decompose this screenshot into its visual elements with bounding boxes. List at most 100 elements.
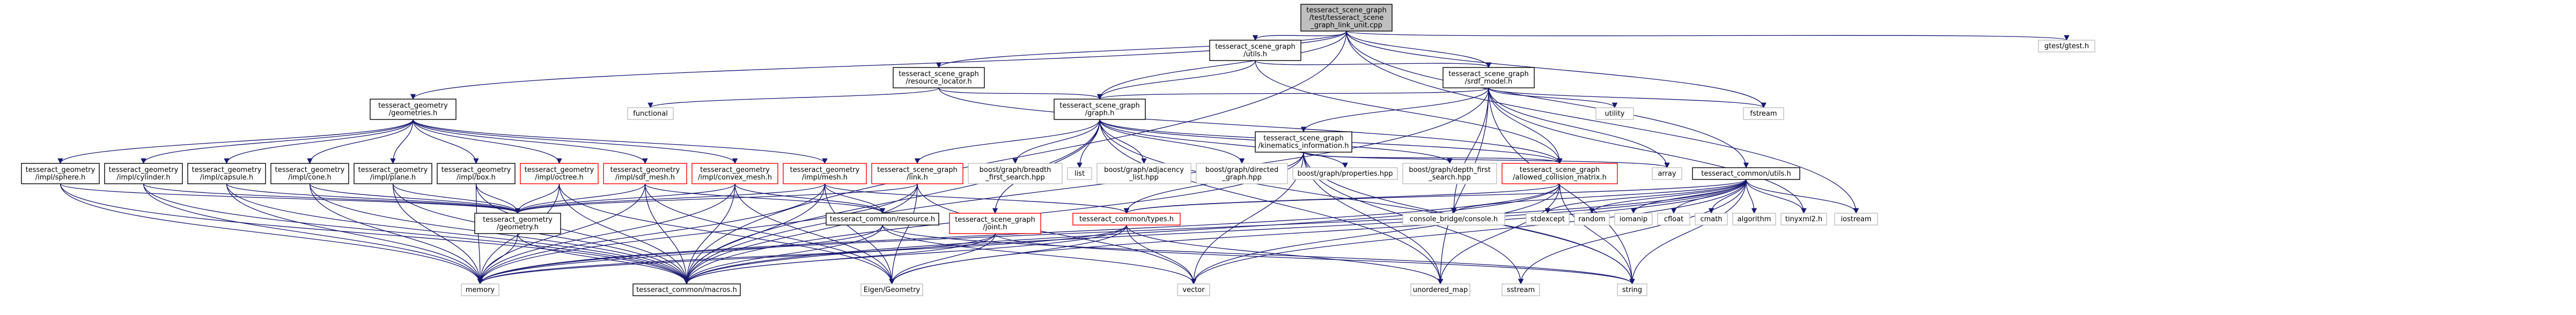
edge-plane-to-geometry_h: [392, 183, 521, 214]
edge-convex_mesh-to-memory: [477, 183, 735, 285]
edge-sdf_mesh-to-resource_h: [644, 183, 886, 214]
node-srdf-model[interactable]: tesseract_scene_graph/srdf_model.h: [1442, 67, 1535, 88]
node-resource-locator[interactable]: tesseract_scene_graph/resource_locator.h: [893, 67, 985, 88]
node-box: [270, 163, 349, 184]
edge-utils_sg-to-graph_h: [1096, 60, 1256, 100]
edge-srdf_model-to-unordered_map: [1437, 87, 1489, 285]
node-label-line: /link.h: [907, 174, 928, 182]
edge-box-to-macros: [475, 183, 690, 285]
edge-srdf_model-to-graph_h: [1097, 87, 1489, 100]
node-macros[interactable]: tesseract_common/macros.h: [632, 283, 741, 296]
edges-layer: [57, 31, 2070, 285]
edge-sphere-to-memory: [60, 183, 483, 285]
node-label-line: tesseract_geometry: [26, 166, 95, 174]
edge-cone-to-memory: [309, 183, 483, 285]
node-label-line: tesseract_geometry: [192, 166, 262, 174]
node-stdexcept: stdexcept: [1526, 213, 1570, 226]
node-geometries[interactable]: tesseract_geometry/geometries.h: [370, 99, 457, 120]
node-label-line: /allowed_collision_matrix.h: [1513, 174, 1607, 182]
node-box[interactable]: tesseract_geometry/impl/box.h: [437, 163, 516, 184]
node-kin-info[interactable]: tesseract_scene_graph/kinematics_informa…: [1255, 131, 1352, 153]
node-box: [187, 163, 266, 184]
edge-common_utils-to-iostream: [1746, 179, 1859, 214]
edge-srdf_model-to-macros: [683, 87, 1489, 285]
node-label-line: functional: [633, 110, 668, 118]
edge-geometries-to-cylinder: [141, 119, 414, 164]
node-label-line: tesseract_geometry: [378, 102, 448, 110]
node-box: [1617, 283, 1647, 296]
node-joint-h[interactable]: tesseract_scene_graph/joint.h: [949, 213, 1041, 234]
node-box: [826, 213, 939, 226]
edge-link_h-to-eigen: [889, 183, 918, 285]
nodes-layer: tesseract_scene_graph/test/tesseract_sce…: [21, 4, 2095, 296]
node-label-line: cfloat: [1664, 215, 1683, 223]
node-sdf-mesh[interactable]: tesseract_geometry/impl/sdf_mesh.h: [603, 163, 687, 184]
node-unordered-map: unordered_map: [1410, 283, 1470, 296]
node-cone[interactable]: tesseract_geometry/impl/cone.h: [270, 163, 349, 184]
node-list: list: [1067, 167, 1092, 180]
node-dfs: boost/graph/depth_first_search.hpp: [1402, 163, 1497, 184]
node-cylinder[interactable]: tesseract_geometry/impl/cylinder.h: [104, 163, 183, 184]
edge-graph_h-to-adjacency: [1099, 119, 1147, 164]
edge-srdf_model-to-console: [1451, 87, 1489, 214]
node-link-h[interactable]: tesseract_scene_graph/link.h: [871, 163, 963, 184]
edge-joint_h-to-string: [995, 233, 1635, 285]
node-label-line: tesseract_geometry: [275, 166, 345, 174]
node-octree[interactable]: tesseract_geometry/impl/octree.h: [520, 163, 599, 184]
edge-common_utils-to-console: [1451, 179, 1747, 214]
node-convex-mesh[interactable]: tesseract_geometry/impl/convex_mesh.h: [691, 163, 778, 184]
edge-geometries-to-capsule: [224, 119, 414, 164]
node-label-line: tesseract_geometry: [525, 166, 594, 174]
node-geometry-h[interactable]: tesseract_geometry/geometry.h: [474, 213, 561, 234]
node-box: [354, 163, 432, 184]
node-acm[interactable]: tesseract_scene_graph/allowed_collision_…: [1502, 163, 1618, 184]
node-mesh[interactable]: tesseract_geometry/impl/mesh.h: [783, 163, 867, 184]
node-label-line: _graph.hpp: [1221, 174, 1261, 182]
node-box: [1657, 213, 1690, 226]
node-label-line: /utils.h: [1243, 50, 1267, 58]
edge-acm-to-macros: [683, 183, 1561, 285]
node-gtest: gtest/gtest.h: [2038, 40, 2095, 52]
edge-convex_mesh-to-geometry_h: [514, 183, 735, 214]
node-iostream: iostream: [1834, 213, 1878, 226]
node-label-line: _graph_link_unit.cpp: [1310, 21, 1382, 29]
edge-root-to-resource_locator: [936, 31, 1347, 69]
node-utils-sg[interactable]: tesseract_scene_graph/utils.h: [1209, 40, 1301, 61]
node-fstream: fstream: [1743, 107, 1784, 120]
edge-octree-to-macros: [558, 183, 690, 285]
edge-convex_mesh-to-eigen: [734, 183, 895, 285]
node-label-line: tesseract_common/types.h: [1079, 215, 1174, 223]
node-resource-h[interactable]: tesseract_common/resource.h: [826, 213, 939, 226]
node-console: console_bridge/console.h: [1402, 213, 1505, 226]
edge-joint_h-to-eigen: [889, 233, 996, 285]
node-box: [1054, 99, 1146, 120]
edge-mesh-to-geometry_h: [514, 183, 826, 214]
node-label-line: /impl/convex_mesh.h: [698, 174, 772, 182]
node-graph-h[interactable]: tesseract_scene_graph/graph.h: [1054, 99, 1146, 120]
node-label-line: Eigen/Geometry: [864, 286, 921, 294]
node-label-line: _list.hpp: [1129, 174, 1158, 182]
node-root[interactable]: tesseract_scene_graph/test/tesseract_sce…: [1300, 4, 1393, 32]
node-capsule[interactable]: tesseract_geometry/impl/capsule.h: [187, 163, 266, 184]
node-box: [632, 283, 741, 296]
edge-types_h-to-vector: [1126, 224, 1197, 285]
edge-srdf_model-to-fstream: [1488, 87, 1767, 109]
node-memory: memory: [461, 283, 499, 296]
node-box: [1402, 213, 1505, 226]
node-types-h[interactable]: tesseract_common/types.h: [1072, 213, 1181, 226]
node-common-utils[interactable]: tesseract_common/utils.h: [1692, 167, 1800, 180]
edge-common_utils-to-random: [1589, 179, 1747, 214]
node-label-line: utility: [1605, 110, 1625, 118]
node-box: [893, 67, 985, 88]
node-plane[interactable]: tesseract_geometry/impl/plane.h: [354, 163, 432, 184]
edge-root-to-iostream: [1346, 31, 1859, 214]
node-tinyxml2: tinyxml2.h: [1780, 213, 1827, 226]
edge-convex_mesh-to-resource_h: [734, 183, 886, 214]
node-sphere[interactable]: tesseract_geometry/impl/sphere.h: [21, 163, 100, 184]
node-label-line: /geometry.h: [497, 223, 539, 231]
node-label-line: tesseract_scene_graph: [955, 216, 1035, 224]
node-label-line: tesseract_scene_graph: [1306, 6, 1386, 14]
edge-common_utils-to-vector: [1190, 179, 1747, 285]
edge-geometry_h-to-memory: [477, 233, 518, 285]
edge-convex_mesh-to-macros: [683, 183, 735, 285]
